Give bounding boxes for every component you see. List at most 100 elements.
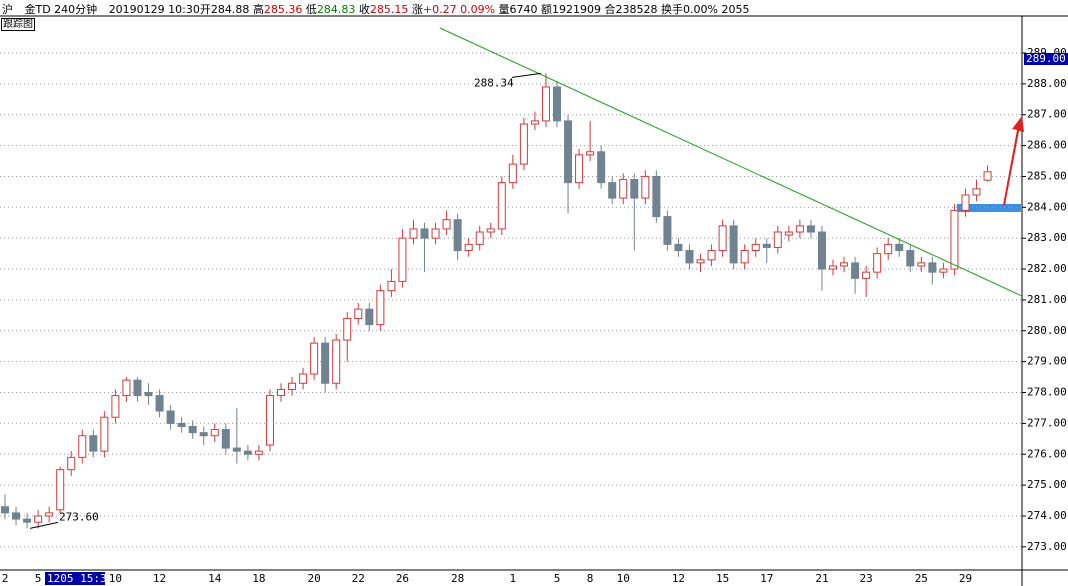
header-item: 量 xyxy=(498,3,510,16)
candle-body xyxy=(332,339,341,384)
header-item: 低 xyxy=(305,3,317,16)
header-item: +0.27 0.09% xyxy=(422,3,496,16)
x-tick-label: 10 xyxy=(109,572,122,585)
candle-body xyxy=(950,209,959,270)
x-tick-label: 28 xyxy=(451,572,464,585)
candle-body xyxy=(497,182,506,230)
x-tick-label: 8 xyxy=(587,572,594,585)
price-marker-label: 289.00 xyxy=(1026,52,1066,65)
candle-body xyxy=(685,250,694,264)
candle-body xyxy=(133,379,142,397)
candle-body xyxy=(972,188,981,196)
candle-body xyxy=(718,225,727,252)
x-tick-label: 10 xyxy=(617,572,630,585)
candle-body xyxy=(564,120,573,184)
subchart-label[interactable]: 跟踪图 xyxy=(1,18,35,31)
candle-body xyxy=(354,308,363,319)
candle-body xyxy=(829,265,837,270)
x-tick-label: 2 xyxy=(2,572,9,585)
candle-body xyxy=(508,163,517,184)
header-item: 金TD 240分钟 xyxy=(24,3,98,16)
x-tick-label: 25 xyxy=(915,572,928,585)
candle-body xyxy=(762,243,771,248)
candle-body xyxy=(254,450,263,455)
x-tick-label: 12 xyxy=(672,572,685,585)
candle-body xyxy=(707,250,716,261)
y-tick-label: 282.00 xyxy=(1027,262,1067,275)
y-tick-label: 277.00 xyxy=(1027,416,1067,429)
support-band xyxy=(957,204,1022,212)
candle-body xyxy=(243,450,252,455)
header-item: 285.36 xyxy=(263,3,303,16)
header-item: 开 xyxy=(199,3,211,16)
candle-body xyxy=(89,435,98,452)
x-tick-label: 21 xyxy=(815,572,828,585)
candle-body xyxy=(530,120,539,125)
candle-body xyxy=(740,250,749,264)
x-tick-label: 26 xyxy=(396,572,409,585)
header-item: 高 xyxy=(252,3,264,16)
candle-body xyxy=(310,342,319,375)
header-item: 合 xyxy=(604,3,616,16)
candle-body xyxy=(188,425,197,434)
x-tick-label: 29 xyxy=(959,572,972,585)
y-tick-label: 276.00 xyxy=(1027,447,1067,460)
y-tick-label: 281.00 xyxy=(1027,293,1067,306)
x-tick-label: 5 xyxy=(554,572,561,585)
y-tick-label: 278.00 xyxy=(1027,386,1067,399)
annotation-line xyxy=(511,72,542,78)
candle-body xyxy=(840,262,849,267)
candle-body xyxy=(420,228,429,239)
header-item: 换手 xyxy=(661,3,684,16)
candle-body xyxy=(199,432,208,437)
candle-body xyxy=(806,225,815,233)
candle-body xyxy=(78,435,87,458)
y-tick-label: 273.00 xyxy=(1027,540,1067,553)
y-tick-label: 283.00 xyxy=(1027,231,1067,244)
candle-body xyxy=(619,179,628,199)
header-item: 额 xyxy=(541,3,553,16)
candle-body xyxy=(795,225,804,233)
x-tick-label: 23 xyxy=(859,572,872,585)
x-tick-label: 14 xyxy=(208,572,222,585)
candle-body xyxy=(906,250,915,267)
candle-body xyxy=(365,308,374,326)
candle-body xyxy=(221,429,230,449)
candle-body xyxy=(232,447,241,452)
x-tick-label: 18 xyxy=(252,572,265,585)
candle-body xyxy=(862,271,871,279)
header-item: 0.00% xyxy=(683,3,718,16)
candle-body xyxy=(67,456,76,471)
candle-body xyxy=(784,231,793,236)
x-tick-label: 15 xyxy=(716,572,729,585)
y-tick-label: 285.00 xyxy=(1027,169,1067,182)
header-item: 284.88 xyxy=(210,3,250,16)
arrow xyxy=(1003,116,1024,205)
candle-body xyxy=(464,243,473,252)
candle-body xyxy=(442,219,451,230)
candle-body xyxy=(773,231,782,248)
header-item: 涨 xyxy=(411,3,423,16)
candle-body xyxy=(586,151,595,156)
y-tick-label: 288.00 xyxy=(1027,77,1067,90)
candle-body xyxy=(12,512,21,520)
candle-body xyxy=(431,228,440,239)
header-item: 2055 xyxy=(721,3,750,16)
cursor-label: 1205 15:30 xyxy=(47,572,113,585)
candle-body xyxy=(343,317,352,341)
candle-body xyxy=(321,342,330,384)
candle-body xyxy=(652,175,661,218)
candle-body xyxy=(519,123,528,165)
y-tick-label: 280.00 xyxy=(1027,324,1067,337)
candle-body xyxy=(398,237,407,282)
header-item: 收 xyxy=(358,3,370,16)
candle-body xyxy=(983,171,992,181)
header: 沪 金TD 240分钟 20190129 10:30开284.88 高285.3… xyxy=(2,1,749,17)
candle-body xyxy=(729,225,738,264)
annotation-line xyxy=(29,521,59,529)
header-item: 1921909 xyxy=(552,3,602,16)
cursor-box xyxy=(45,572,105,585)
candle-body xyxy=(696,259,705,264)
candle-body xyxy=(166,410,175,424)
